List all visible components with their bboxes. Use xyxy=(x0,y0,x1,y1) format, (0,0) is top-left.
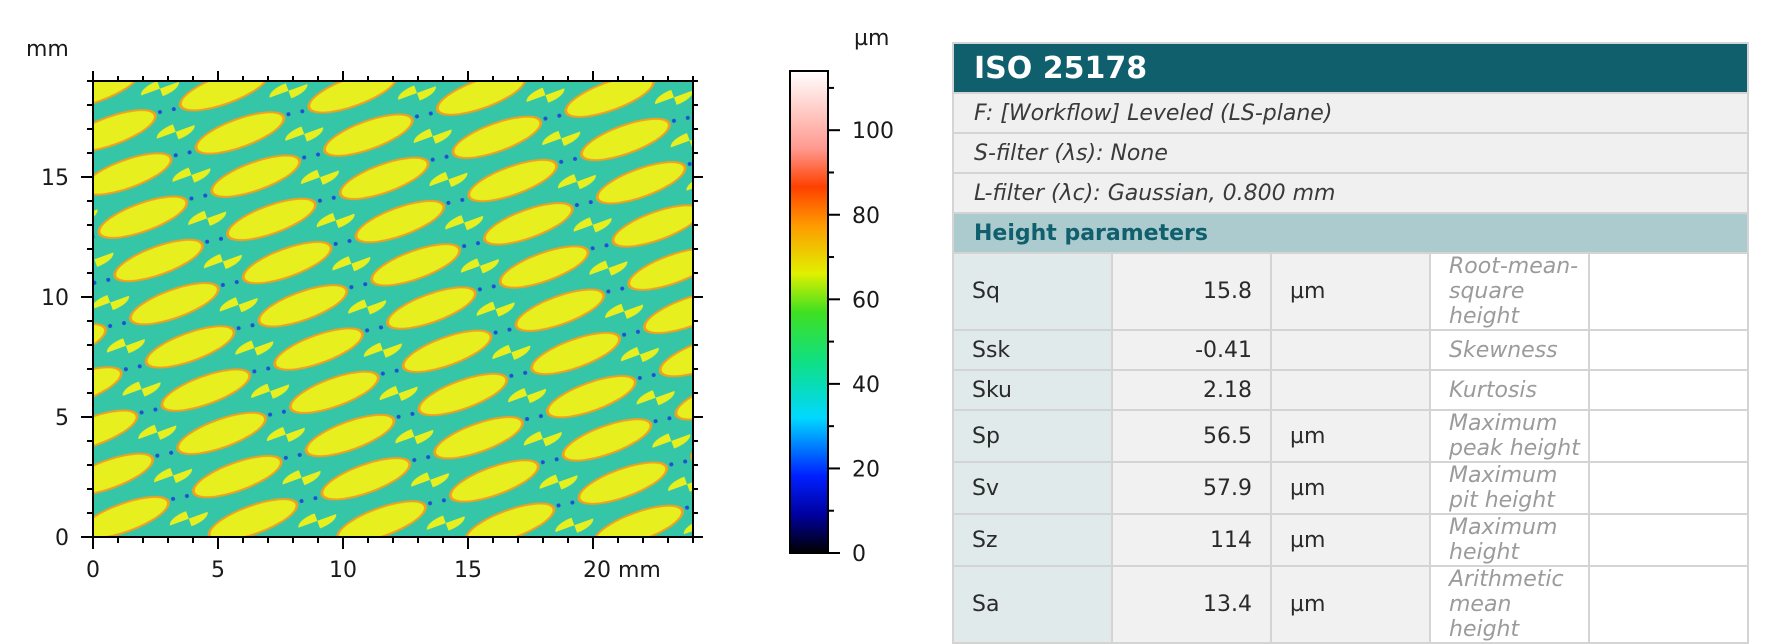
colorbar-tick-label: 60 xyxy=(852,288,880,313)
colorbar-gradient xyxy=(789,70,829,554)
param-unit: µm xyxy=(1270,513,1431,567)
param-unit: µm xyxy=(1270,565,1431,644)
param-value: -0.41 xyxy=(1111,329,1272,371)
param-description: Skewness xyxy=(1429,329,1590,371)
param-value: 57.9 xyxy=(1111,461,1272,515)
param-extra xyxy=(1588,513,1749,567)
param-value: 13.4 xyxy=(1111,565,1272,644)
x-axis xyxy=(92,71,694,549)
param-extra xyxy=(1588,565,1749,644)
colorbar-tick-label: 80 xyxy=(852,204,880,229)
y-axis-unit-label: mm xyxy=(26,37,69,62)
param-symbol: Sku xyxy=(952,369,1113,411)
param-unit: µm xyxy=(1270,252,1431,331)
param-description: Maximum peak height xyxy=(1429,409,1590,463)
param-description: Maximum height xyxy=(1429,513,1590,567)
info-row-l-filter: L-filter (λc): Gaussian, 0.800 mm xyxy=(952,172,1749,214)
param-unit xyxy=(1270,369,1431,411)
param-value: 15.8 xyxy=(1111,252,1272,331)
table-row: Sku 2.18 Kurtosis xyxy=(952,369,1749,411)
y-tick-label: 15 xyxy=(41,166,69,191)
param-symbol: Sp xyxy=(952,409,1113,463)
colorbar-unit-label: µm xyxy=(854,26,889,51)
table-row: Sz 114 µm Maximum height xyxy=(952,513,1749,567)
param-description: Kurtosis xyxy=(1429,369,1590,411)
y-tick-label: 10 xyxy=(41,286,69,311)
x-tick-label: 15 xyxy=(454,558,482,583)
param-symbol: Sz xyxy=(952,513,1113,567)
param-extra xyxy=(1588,409,1749,463)
iso-parameters-table: ISO 25178 F: [Workflow] Leveled (LS-plan… xyxy=(952,42,1749,644)
param-extra xyxy=(1588,252,1749,331)
x-tick-label: 0 xyxy=(86,558,100,583)
param-value: 114 xyxy=(1111,513,1272,567)
param-extra xyxy=(1588,461,1749,515)
param-extra xyxy=(1588,329,1749,371)
table-row: Sa 13.4 µm Arithmetic mean height xyxy=(952,565,1749,644)
param-unit: µm xyxy=(1270,409,1431,463)
info-row-form: F: [Workflow] Leveled (LS-plane) xyxy=(952,92,1749,134)
y-tick-label: 0 xyxy=(55,526,69,551)
table-title: ISO 25178 xyxy=(952,42,1749,94)
x-tick-label: 20 mm xyxy=(583,558,661,583)
param-extra xyxy=(1588,369,1749,411)
y-axis xyxy=(81,80,703,538)
x-tick-label: 10 xyxy=(329,558,357,583)
y-tick-label: 5 xyxy=(55,406,69,431)
param-unit xyxy=(1270,329,1431,371)
param-symbol: Sq xyxy=(952,252,1113,331)
param-symbol: Sa xyxy=(952,565,1113,644)
table-row: Ssk -0.41 Skewness xyxy=(952,329,1749,371)
x-tick-label: 5 xyxy=(211,558,225,583)
colorbar-tick-label: 40 xyxy=(852,373,880,398)
info-row-s-filter: S-filter (λs): None xyxy=(952,132,1749,174)
param-description: Maximum pit height xyxy=(1429,461,1590,515)
param-symbol: Sv xyxy=(952,461,1113,515)
param-value: 2.18 xyxy=(1111,369,1272,411)
param-value: 56.5 xyxy=(1111,409,1272,463)
param-description: Arithmetic mean height xyxy=(1429,565,1590,644)
surface-height-map xyxy=(93,81,693,537)
param-unit: µm xyxy=(1270,461,1431,515)
colorbar-tick-label: 20 xyxy=(852,457,880,482)
table-row: Sp 56.5 µm Maximum peak height xyxy=(952,409,1749,463)
param-symbol: Ssk xyxy=(952,329,1113,371)
param-description: Root-mean-square height xyxy=(1429,252,1590,331)
colorbar-tick-label: 100 xyxy=(852,119,894,144)
colorbar-tick-label: 0 xyxy=(852,542,866,567)
table-row: Sq 15.8 µm Root-mean-square height xyxy=(952,252,1749,331)
table-row: Sv 57.9 µm Maximum pit height xyxy=(952,461,1749,515)
section-header-height: Height parameters xyxy=(952,212,1749,254)
colorbar-ticks xyxy=(828,86,840,554)
surface-plot-area: mm 0 5 10 15 20 mm 0 5 10 15 µm 0 20 40 60 80 100 xyxy=(26,26,894,583)
